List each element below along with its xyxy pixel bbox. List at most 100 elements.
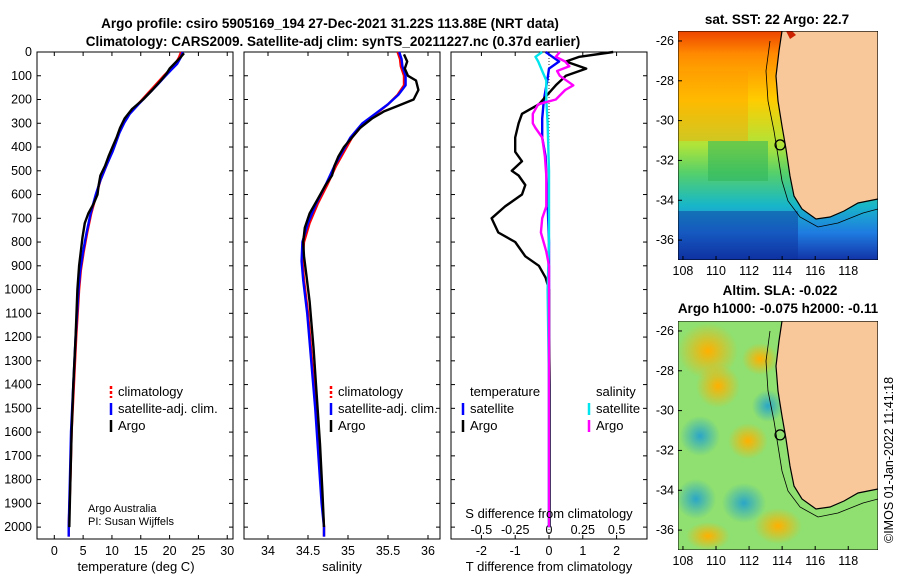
sla-land [775,321,878,510]
legend-salinity-title: salinity [596,384,636,399]
salinity-x-ticks: 34 34.5 35 35.5 36 [261,52,435,558]
legend-s-satellite-label: satellite [596,401,640,416]
depth-tick-label: 600 [11,188,32,202]
sst-warm-patch [786,31,796,39]
sla-map-title-1: Altim. SLA: -0.022 [723,283,838,298]
depth-tick-label: 700 [11,211,32,225]
t-difference-label: T difference from climatology [466,559,633,574]
s-tick-label: -0.5 [471,523,493,537]
temperature-x-label: temperature (deg C) [77,559,194,574]
sla-map: Altim. SLA: -0.022 Argo h1000: -0.075 h2… [656,283,879,568]
legend-t-argo-label: Argo [470,418,497,433]
temperature-series [67,51,185,537]
salinity-x-label: salinity [322,559,362,574]
x-tick-label: 2 [613,544,620,558]
temperature-panel: 0100200300400500600700800900100011001200… [4,45,234,574]
s-tick-label: -0.25 [501,523,530,537]
map-x-tick-label: 114 [772,264,792,278]
map-x-tick-label: 108 [673,264,694,278]
map-y-tick-label: -30 [656,114,674,128]
sst-map-title: sat. SST: 22 Argo: 22.7 [705,12,849,27]
sst-patch [678,211,798,260]
s-tick-label: 0.25 [571,523,595,537]
map-y-tick-label: -26 [656,324,674,338]
credit-line-2: PI: Susan Wijffels [88,516,174,528]
map-x-tick-label: 116 [805,264,825,278]
salinity-legend: climatology satellite-adj. clim. Argo [329,384,438,433]
depth-tick-label: 1700 [4,449,32,463]
depth-tick-label: 0 [25,45,32,59]
sla-eddy [678,479,716,519]
map-y-tick-label: -36 [656,233,674,247]
sla-map-field [678,321,878,550]
header-line-2: Climatology: CARS2009. Satellite-adj cli… [86,34,580,49]
series-line-t-argo [490,50,614,528]
difference-series [490,50,614,528]
legend-satellite-adj-label: satellite-adj. clim. [338,401,438,416]
difference-depth-ticks [451,51,647,528]
depth-tick-label: 1800 [4,473,32,487]
sla-isobath [765,330,878,518]
map-y-tick-label: -36 [656,523,674,537]
series-line-argo [68,52,185,528]
sla-eddy [742,343,778,375]
sla-eddy [680,416,720,456]
sla-eddy [728,423,768,459]
map-x-tick-label: 118 [838,554,858,568]
map-y-tick-label: -32 [656,443,674,457]
x-tick-label: 0 [51,544,58,558]
depth-tick-label: 1900 [4,496,32,510]
map-y-tick-label: -28 [656,74,674,88]
x-tick-label: 10 [105,544,119,558]
sst-map-field [678,31,878,260]
depth-tick-label: 400 [11,140,32,154]
sla-eddy [722,483,766,523]
legend-temperature-title: temperature [470,384,540,399]
x-tick-label: -1 [510,544,521,558]
map-x-tick-label: 108 [673,554,694,568]
series-line-climatology [301,51,406,537]
map-x-tick-label: 114 [772,554,792,568]
map-x-tick-label: 110 [706,264,726,278]
depth-tick-label: 2000 [4,520,32,534]
s-difference-label: S difference from climatology [465,506,633,521]
x-tick-label: -2 [476,544,487,558]
x-tick-label: 34.5 [296,544,320,558]
sla-eddy [752,390,784,422]
x-tick-label: 15 [134,544,148,558]
legend-t-satellite-label: satellite [470,401,514,416]
sla-float-marker [774,429,786,441]
legend-argo-label: Argo [338,418,365,433]
series-line-satellite-adj-clim- [67,51,184,537]
x-tick-label: 35 [341,544,355,558]
depth-tick-label: 1300 [4,354,32,368]
series-line-s-argo [531,51,575,528]
difference-s-ticks: -0.5 -0.25 0 0.25 0.5 [471,523,626,537]
sst-isobath [765,40,878,228]
x-tick-label: 34 [261,544,275,558]
depth-tick-label: 200 [11,93,32,107]
map-y-tick-label: -32 [656,153,674,167]
series-line-climatology [67,51,183,537]
sst-patch [678,71,748,141]
header-line-1: Argo profile: csiro 5905169_194 27-Dec-2… [101,16,559,31]
x-tick-label: 0 [546,544,553,558]
difference-x-ticks: -2 -1 0 1 2 [476,52,620,558]
sst-map-ticks: 108 110 112 114 116 118 -26 -28 -30 -32 -34 -36 [656,34,858,278]
sst-patch [708,141,768,181]
map-y-tick-label: -26 [656,34,674,48]
series-line-argo [302,53,420,528]
temperature-x-ticks: 0 5 10 15 20 25 30 [51,52,234,558]
map-y-tick-label: -34 [656,193,674,207]
depth-tick-label: 300 [11,116,32,130]
legend-climatology-label: climatology [118,384,184,399]
map-y-tick-label: -34 [656,483,674,497]
salinity-depth-ticks [244,51,440,528]
depth-tick-label: 1000 [4,283,32,297]
sst-map: sat. SST: 22 Argo: 22.7 [656,12,878,278]
legend-climatology-label: climatology [338,384,404,399]
difference-panel: -2 -1 0 1 2 -0.5 -0.25 0 0.25 0.5 S difference f… [450,50,648,574]
depth-tick-label: 1500 [4,401,32,415]
salinity-series [300,51,420,537]
depth-tick-label: 1600 [4,425,32,439]
